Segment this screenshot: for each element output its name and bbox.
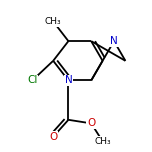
- Text: CH₃: CH₃: [45, 17, 62, 26]
- Text: O: O: [87, 118, 95, 128]
- Text: Cl: Cl: [27, 76, 38, 85]
- Text: O: O: [49, 132, 57, 142]
- Text: N: N: [110, 36, 118, 46]
- Text: N: N: [65, 76, 72, 85]
- Text: CH₃: CH₃: [94, 137, 111, 146]
